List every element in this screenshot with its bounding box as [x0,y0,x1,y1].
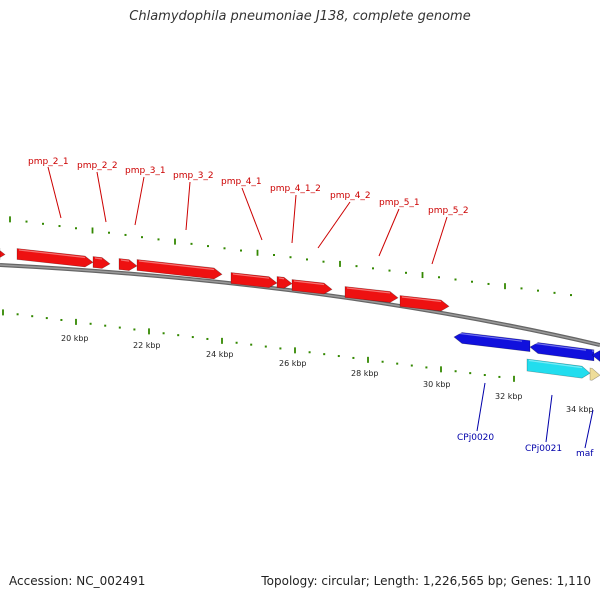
map-title: Chlamydophila pneumoniae J138, complete … [129,9,471,24]
leader-line [291,194,297,244]
gene-highlight [346,287,391,294]
gene-highlight [528,359,583,369]
forward-gene-arrow [399,295,450,312]
gene-highlight [18,249,86,259]
forward-gene-arrow [118,258,138,271]
gene-label-pmp_5_1[interactable]: pmp_5_1 [379,198,420,208]
gene-label-pmp_2_1[interactable]: pmp_2_1 [28,157,69,167]
forward-gene-arrow [344,286,399,303]
gene-highlight [531,342,587,351]
tick-label-group: 20 kbp 22 kbp 24 kbp 26 kbp 28 kbp 30 kbp 32 k… [61,334,594,414]
gene-highlight [401,296,442,303]
gene-highlight [94,257,103,260]
gene-highlight [455,332,523,342]
tick-label: 22 kbp [133,341,161,350]
tan-gene-bar [589,367,600,381]
forward-gene-arrow [276,276,293,289]
tick-label: 34 kbp [566,405,594,414]
forward-gene-arrow [230,272,278,288]
gene-label-CPj0020[interactable]: CPj0020 [457,433,494,443]
tick-label: 26 kbp [279,359,307,368]
tick-label: 32 kbp [495,392,523,401]
gene-label-pmp_5_2[interactable]: pmp_5_2 [428,206,469,216]
topology-summary: Topology: circular; Length: 1,226,565 bp… [261,574,591,588]
gene-label-pmp_3_2[interactable]: pmp_3_2 [173,171,214,181]
tick-label: 28 kbp [351,369,379,378]
tick-label: 30 kbp [423,380,451,389]
gene-highlight [278,277,285,280]
leader-line [96,171,107,223]
leader-line [185,181,191,231]
cyan-gene-bar [526,358,591,379]
gene-highlight [138,260,215,271]
leader-line [378,208,400,257]
tick-label: 20 kbp [61,334,89,343]
reverse-gene-arrow [453,332,531,352]
gene-label-pmp_4_2[interactable]: pmp_4_2 [330,191,371,201]
gene-highlight [232,273,270,279]
leader-lines [47,166,594,449]
genome-backbone [0,263,600,347]
gene-track [0,248,600,381]
accession-text: Accession: NC_002491 [9,574,146,588]
forward-gene-arrow [16,248,94,268]
leader-line [317,201,351,249]
tick-label: 24 kbp [206,350,234,359]
gene-label-pmp_4_1_2[interactable]: pmp_4_1_2 [270,184,321,194]
leader-line [47,166,62,219]
leader-line [545,394,553,443]
leader-line [476,382,486,432]
gene-label-pmp_4_1[interactable]: pmp_4_1 [221,177,262,187]
leader-line [584,409,594,449]
forward-gene-arrow [92,256,111,269]
leader-line [241,187,263,241]
gene-highlight [293,280,325,286]
reverse-gene-arrow [529,342,595,362]
gene-label-maf[interactable]: maf [576,449,594,459]
tick-track-bottom [2,309,515,382]
tick-track-top [9,216,572,297]
reverse-gene-arrow [591,350,600,362]
gene-label-pmp_3_1[interactable]: pmp_3_1 [125,166,166,176]
forward-gene-arrow [0,248,6,260]
leader-line [431,216,448,265]
gene-highlight [120,259,130,262]
forward-gene-arrow [291,279,333,295]
gene-label-CPj0021[interactable]: CPj0021 [525,444,562,454]
forward-gene-arrow [136,259,223,280]
leader-line [134,176,145,226]
gene-label-pmp_2_2[interactable]: pmp_2_2 [77,161,118,171]
